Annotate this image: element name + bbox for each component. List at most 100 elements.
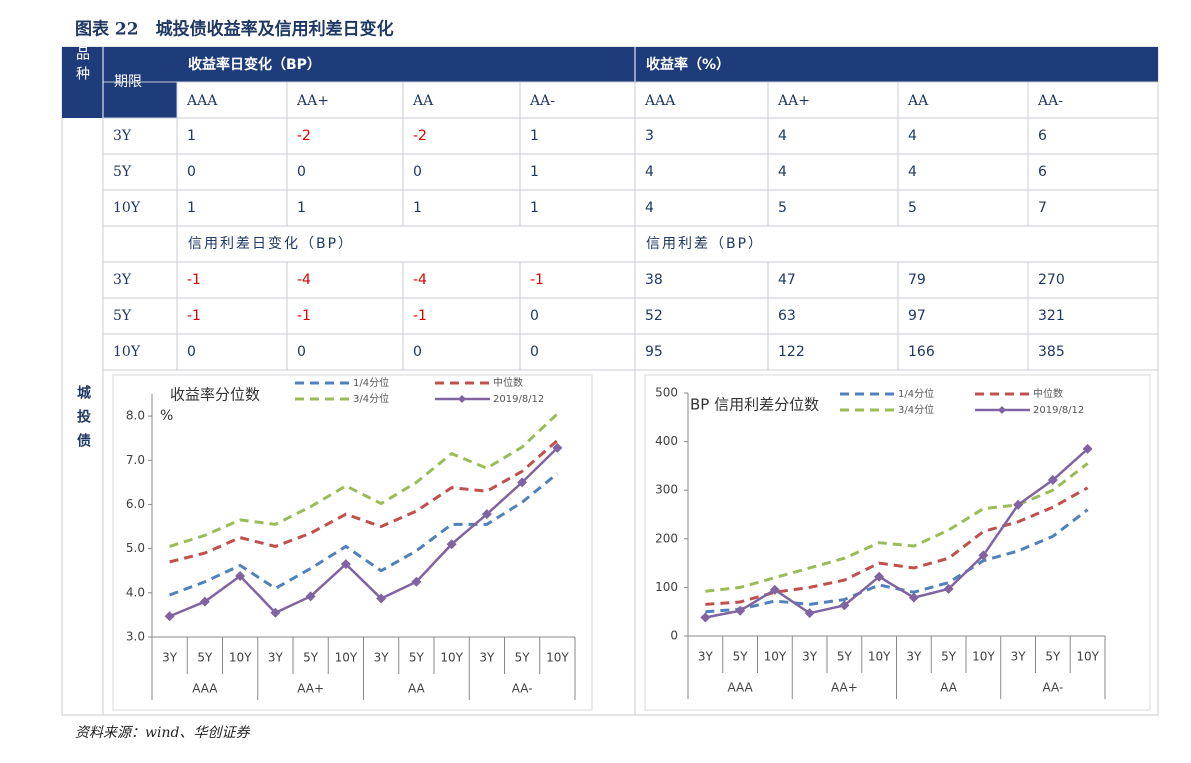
term-label: 3Y [113, 128, 132, 144]
data-point [700, 612, 711, 623]
table-cell: 5 [778, 200, 787, 216]
table-cell: 5 [908, 200, 917, 216]
subgroup-header: 信用利差日变化（BP） [188, 236, 354, 252]
data-point [270, 607, 281, 618]
table-cell: 1 [530, 128, 539, 144]
table-cell: -2 [297, 128, 311, 144]
table-cell: 38 [645, 272, 663, 288]
table-cell: 1 [530, 164, 539, 180]
chart-frame [644, 374, 1151, 711]
legend-label: 中位数 [1033, 387, 1063, 400]
legend-label: 2019/8/12 [1033, 405, 1084, 416]
y-tick-label: 300 [655, 483, 678, 497]
x-tick-label: 10Y [868, 650, 891, 664]
data-point [411, 576, 422, 587]
x-tick-label: 10Y [335, 651, 358, 665]
data-point [376, 593, 387, 604]
x-tick-label: 5Y [941, 650, 957, 664]
table-cell: 97 [908, 308, 926, 324]
table-cell: 3 [645, 128, 654, 144]
table-cell: 63 [778, 308, 796, 324]
data-point [735, 605, 746, 616]
data-point [235, 571, 246, 582]
table-cell: 7 [1038, 200, 1047, 216]
series-line [705, 462, 1089, 593]
x-group-label: AA+ [831, 681, 858, 695]
page-title: 图表 22 城投债收益率及信用利差日变化 [75, 19, 394, 40]
table-cell: 1 [413, 200, 422, 216]
legend-label: 3/4分位 [353, 392, 389, 405]
data-point [1047, 474, 1058, 485]
table-cell: 1 [297, 200, 306, 216]
data-point [199, 596, 210, 607]
rating-label: AA- [529, 93, 555, 109]
y-tick-label: 6.0 [126, 497, 145, 511]
series-line [169, 412, 559, 548]
y-tick-label: 100 [655, 580, 678, 594]
x-tick-label: 3Y [802, 650, 818, 664]
table-cell: 0 [530, 308, 539, 324]
x-tick-label: 3Y [374, 651, 390, 665]
term-label: 10Y [113, 200, 141, 216]
x-group-label: AA [408, 682, 426, 696]
rating-label: AA [907, 93, 929, 109]
x-group-label: AA- [1042, 681, 1063, 695]
table-cell: 1 [187, 200, 196, 216]
data-point [481, 509, 492, 520]
x-tick-label: 3Y [479, 651, 495, 665]
x-tick-label: 5Y [837, 650, 853, 664]
x-tick-label: 3Y [162, 651, 178, 665]
table-cell: -4 [413, 272, 427, 288]
x-tick-label: 10Y [229, 651, 252, 665]
chart-title: 收益率分位数 [170, 386, 260, 404]
table-cell: -1 [187, 308, 201, 324]
series-line [169, 439, 559, 564]
chart-title: BP 信用利差分位数 [690, 396, 819, 414]
rating-label: AA+ [777, 93, 810, 109]
y-tick-label: 200 [655, 531, 678, 545]
x-tick-label: 10Y [972, 650, 995, 664]
x-tick-label: 3Y [906, 650, 922, 664]
series-line [705, 447, 1089, 619]
table-cell: -1 [297, 308, 311, 324]
legend-label: 2019/8/12 [493, 394, 544, 405]
data-point [804, 608, 815, 619]
rating-label: AAA [186, 93, 218, 109]
x-group-label: AA- [512, 682, 533, 696]
y-tick-label: 7.0 [126, 453, 145, 467]
data-point [874, 571, 885, 582]
y-unit: % [160, 408, 173, 424]
x-group-label: AA+ [297, 682, 324, 696]
legend-label: 1/4分位 [898, 387, 934, 400]
table-cell: 4 [645, 164, 654, 180]
category-label: 城投债 [75, 384, 91, 457]
table-cell: -1 [530, 272, 544, 288]
table-cell: -4 [297, 272, 311, 288]
x-group-label: AAA [192, 682, 218, 696]
table-cell: 122 [778, 344, 805, 360]
y-tick-label: 400 [655, 434, 678, 448]
data-point [908, 592, 919, 603]
x-tick-label: 5Y [409, 651, 425, 665]
x-tick-label: 3Y [698, 650, 714, 664]
legend-label: 3/4分位 [898, 403, 934, 416]
x-group-label: AAA [727, 681, 753, 695]
legend-label: 中位数 [493, 376, 523, 389]
table-cell: 4 [908, 164, 917, 180]
table-cell: 0 [413, 344, 422, 360]
table-cell: 52 [645, 308, 663, 324]
data-point [839, 600, 850, 611]
data-point [305, 591, 316, 602]
table-cell: 95 [645, 344, 663, 360]
table-cell: -1 [413, 308, 427, 324]
y-tick-label: 500 [655, 386, 678, 400]
legend-marker [998, 406, 1006, 414]
x-tick-label: 5Y [515, 651, 531, 665]
table-cell: 270 [1038, 272, 1065, 288]
term-label: 10Y [113, 344, 141, 360]
y-tick-label: 5.0 [126, 541, 145, 555]
term-label: 3Y [113, 272, 132, 288]
rating-label: AA+ [296, 93, 329, 109]
x-tick-label: 10Y [1076, 650, 1099, 664]
